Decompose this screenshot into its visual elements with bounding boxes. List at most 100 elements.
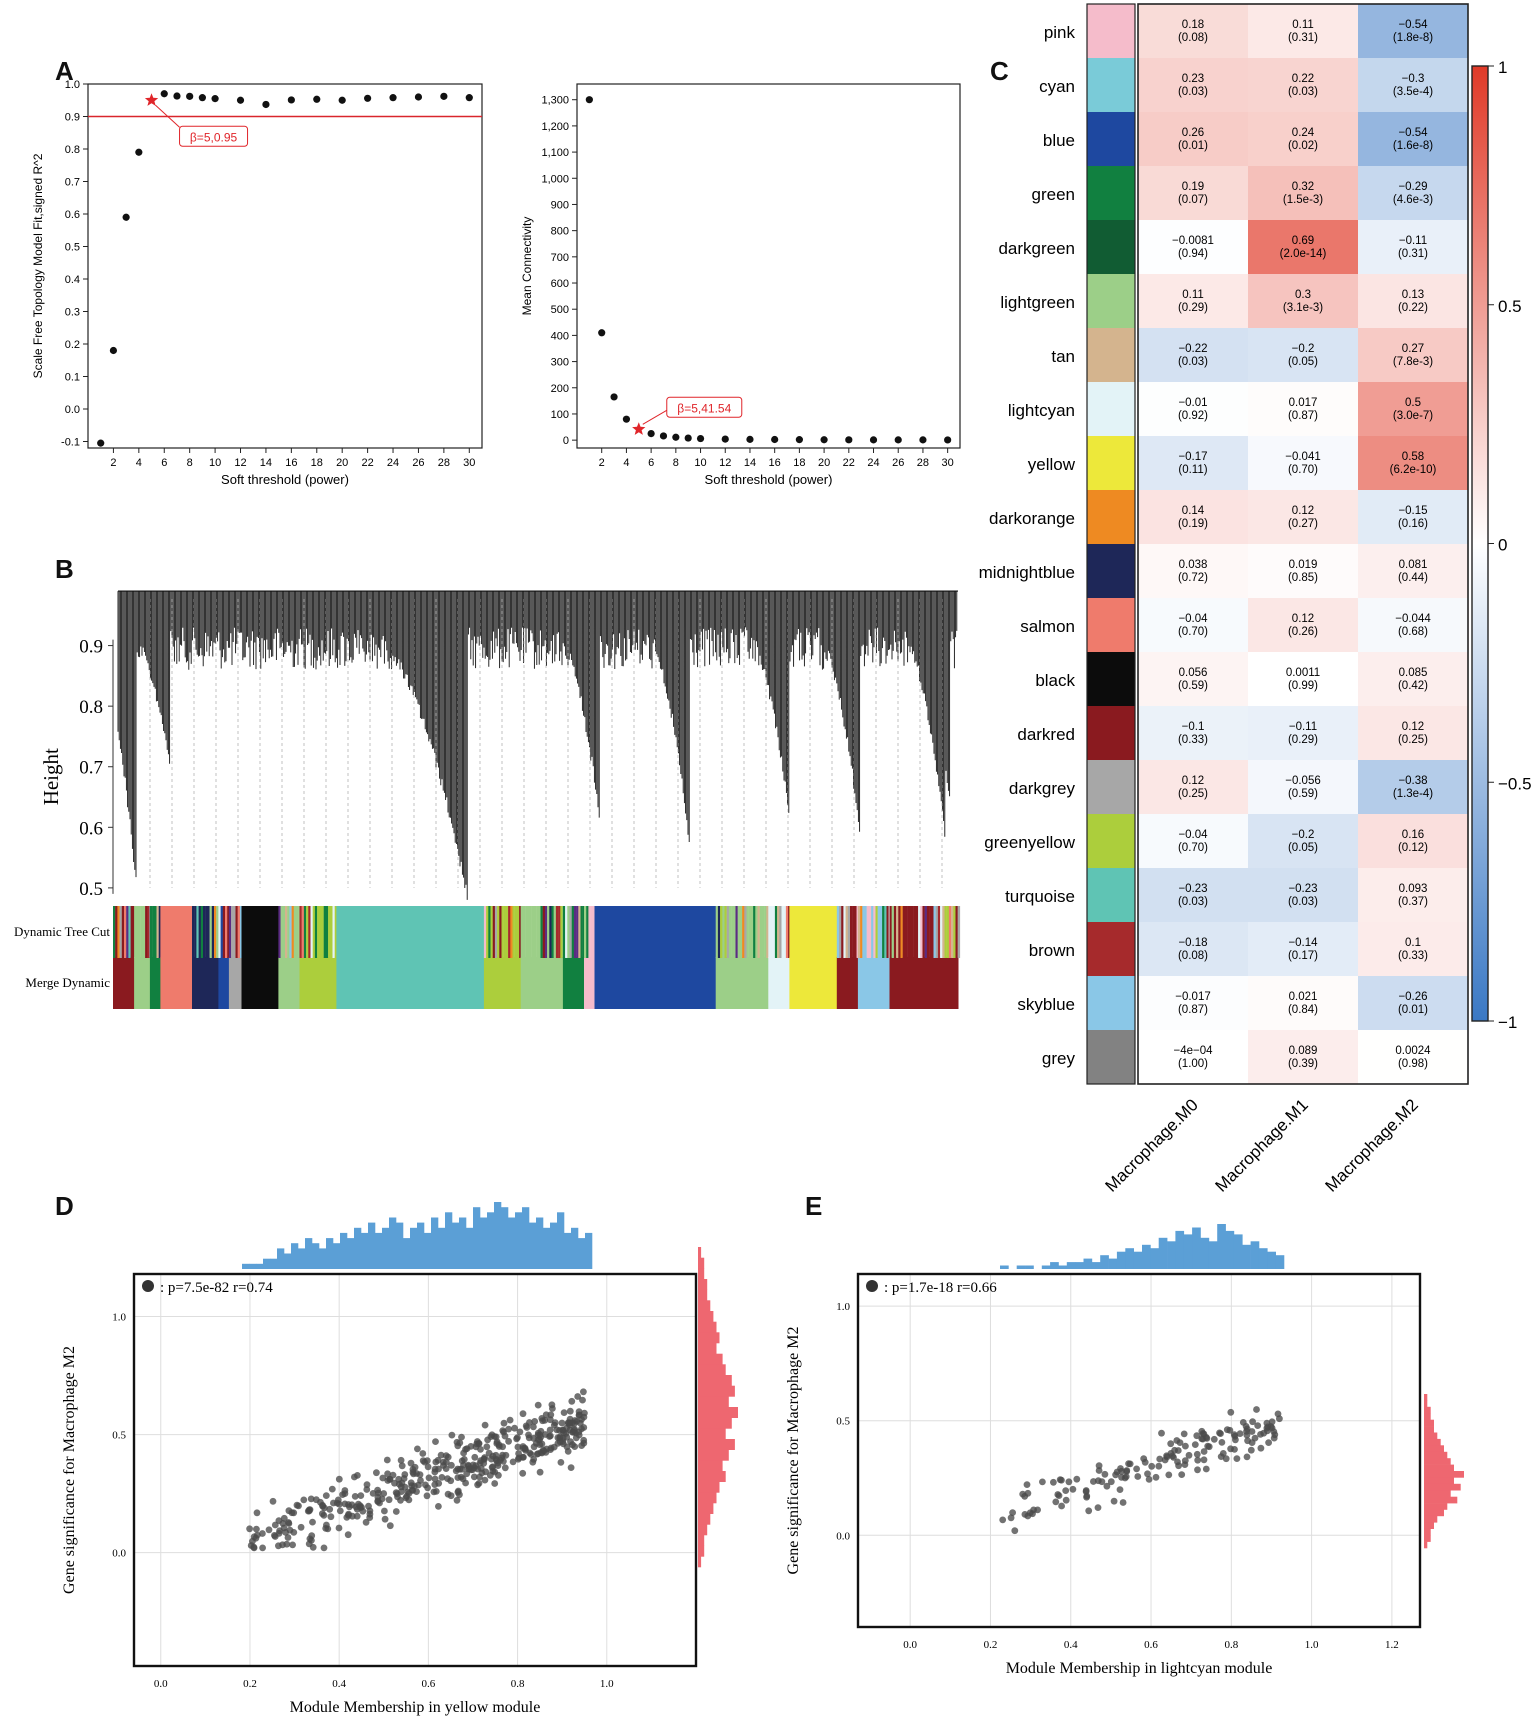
row-label-darkred: darkred <box>1017 725 1075 744</box>
dynamic-stripe <box>720 906 723 958</box>
dynamic-stripe <box>154 906 157 958</box>
dynamic-stripe <box>904 906 908 958</box>
dynamic-stripe <box>488 906 491 958</box>
x-tick-label: 28 <box>438 457 450 469</box>
dynamic-stripe <box>544 906 548 958</box>
module-swatch-skyblue <box>1087 976 1135 1030</box>
merge-block-lightgreen <box>134 957 151 1009</box>
y-tick-label: 1,000 <box>541 173 569 185</box>
scatter-point <box>1094 1504 1102 1511</box>
dynamic-stripe <box>737 906 741 958</box>
scatter-point <box>575 1411 583 1419</box>
dynamic-stripe <box>121 906 125 958</box>
heatmap-cell <box>1138 4 1248 58</box>
scatter-point <box>558 1419 566 1427</box>
top-histogram-bar <box>319 1248 327 1269</box>
scatter-point <box>437 1451 445 1459</box>
cell-pvalue: (0.72) <box>1178 572 1208 584</box>
dynamic-stripe <box>239 906 243 958</box>
data-point <box>186 92 194 100</box>
scatter-point <box>354 1472 361 1479</box>
top-histogram-bar <box>438 1227 446 1269</box>
dynamic-stripe <box>843 906 846 958</box>
dynamic-stripe <box>291 906 294 958</box>
scatter-point <box>1119 1499 1127 1506</box>
scatter-point <box>1257 1444 1265 1452</box>
scatter-point <box>1271 1431 1279 1439</box>
dynamic-stripe <box>924 906 928 958</box>
top-histogram-bar <box>361 1232 369 1269</box>
scatter-point <box>505 1425 512 1433</box>
y-axis-label: Gene significance for Macrophage M2 <box>785 1327 802 1575</box>
module-swatch-cyan <box>1087 58 1135 112</box>
scatter-point <box>381 1515 389 1523</box>
scatter-point <box>1023 1481 1031 1488</box>
y-tick-label: 0.6 <box>79 818 103 839</box>
cell-value: −0.04 <box>1178 829 1208 841</box>
data-point <box>647 429 655 438</box>
module-swatch-black <box>1087 652 1135 706</box>
y-tick-label: 700 <box>551 252 569 264</box>
dynamic-stripe <box>289 906 292 958</box>
cell-value: 0.081 <box>1399 559 1428 571</box>
right-histogram-bar <box>698 1257 705 1269</box>
dynamic-stripe <box>505 906 509 958</box>
scatter-point <box>1112 1471 1119 1479</box>
cell-value: 0.0011 <box>1286 667 1320 679</box>
scatter-point <box>1062 1496 1070 1504</box>
cell-pvalue: (0.33) <box>1398 950 1428 962</box>
scatter-point <box>570 1426 578 1434</box>
dynamic-stripe <box>325 906 329 958</box>
top-histogram-bar <box>1242 1244 1251 1269</box>
right-histogram-bar <box>1424 1483 1461 1491</box>
dynamic-stripe <box>156 906 159 958</box>
x-tick-label: 12 <box>234 457 246 469</box>
scatter-point <box>1085 1507 1093 1515</box>
scatter-point <box>290 1529 298 1536</box>
right-histogram-bar <box>698 1268 705 1280</box>
dynamic-stripe <box>935 906 939 958</box>
x-tick-label: 26 <box>892 457 904 469</box>
scatter-point <box>525 1434 533 1442</box>
top-histogram-bar <box>466 1227 474 1269</box>
dynamic-stripe <box>282 906 286 958</box>
dynamic-block-blue <box>594 906 717 958</box>
cell-pvalue: (1.3e-4) <box>1393 788 1433 800</box>
right-histogram-bar <box>698 1279 708 1290</box>
module-swatch-blue <box>1087 112 1135 166</box>
scatter-point <box>1265 1439 1272 1446</box>
merge-block-darkred <box>113 957 135 1009</box>
scatter-point <box>1249 1418 1256 1426</box>
y-tick-label: 800 <box>551 226 569 238</box>
scatter-point <box>397 1456 405 1464</box>
chart-e-scatter-lightcyan: 0.0 0.2 0.4 0.6 0.8 1.0 1.2 0.0 0.5 1.0 Module Mem… <box>785 1224 1464 1677</box>
x-axis-label: Soft threshold (power) <box>221 472 349 487</box>
dynamic-stripe <box>228 906 232 958</box>
colorbar <box>1471 65 1489 1022</box>
cell-pvalue: (0.29) <box>1178 302 1208 314</box>
dynamic-stripe <box>200 906 204 958</box>
scatter-point <box>335 1475 343 1483</box>
dendrogram-leaves <box>117 591 958 900</box>
merge-block-pink <box>584 957 595 1009</box>
dynamic-stripe <box>590 906 593 958</box>
scatter-point <box>458 1433 465 1441</box>
dynamic-stripe <box>508 906 511 958</box>
cell-pvalue: (1.6e-8) <box>1393 140 1433 152</box>
top-histogram-bar <box>1025 1265 1034 1269</box>
cell-value: 0.085 <box>1399 667 1428 679</box>
scatter-point <box>431 1481 439 1488</box>
dynamic-stripe <box>742 906 745 958</box>
dynamic-stripe <box>882 906 885 958</box>
dynamic-stripe <box>879 906 883 958</box>
cell-value: 0.5 <box>1405 397 1421 409</box>
scatter-point <box>319 1510 326 1518</box>
scatter-point <box>373 1469 380 1477</box>
data-point <box>684 434 692 442</box>
cell-value: −0.11 <box>1399 235 1427 247</box>
heatmap-cell <box>1248 328 1358 382</box>
heatmap-cell <box>1138 112 1248 166</box>
module-swatch-grey <box>1087 1030 1135 1084</box>
scatter-point <box>1050 1478 1057 1486</box>
cell-value: −0.26 <box>1398 991 1427 1003</box>
